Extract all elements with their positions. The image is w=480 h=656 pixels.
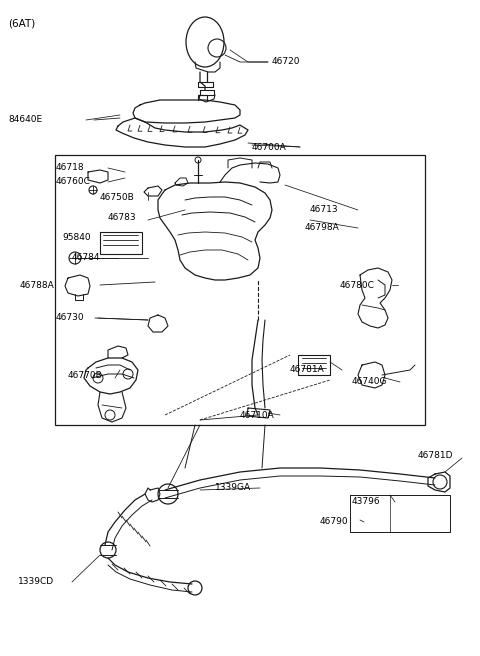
Text: 46720: 46720 <box>272 58 300 66</box>
Text: 1339GA: 1339GA <box>215 483 251 493</box>
Bar <box>100 232 142 254</box>
Text: 46730: 46730 <box>56 314 84 323</box>
Bar <box>298 355 330 375</box>
Text: 46760C: 46760C <box>56 178 91 186</box>
Bar <box>55 155 425 425</box>
Text: 46784: 46784 <box>72 253 100 262</box>
Text: 46780C: 46780C <box>340 281 375 289</box>
Text: 46750B: 46750B <box>100 194 135 203</box>
Text: 46710A: 46710A <box>240 411 275 419</box>
Text: 46770B: 46770B <box>68 371 103 380</box>
Text: 46781A: 46781A <box>290 365 325 375</box>
Text: 46700A: 46700A <box>252 142 287 152</box>
Text: 43796: 43796 <box>352 497 381 506</box>
Text: 46798A: 46798A <box>305 224 340 232</box>
Text: 84640E: 84640E <box>8 115 42 125</box>
Text: 46783: 46783 <box>108 213 137 222</box>
Text: 46781D: 46781D <box>418 451 454 459</box>
Text: 46788A: 46788A <box>20 281 55 289</box>
Text: (6AT): (6AT) <box>8 18 35 28</box>
Text: 46790: 46790 <box>320 518 348 527</box>
Text: 46718: 46718 <box>56 163 84 173</box>
Text: 46713: 46713 <box>310 205 338 215</box>
Text: 46740G: 46740G <box>352 377 387 386</box>
Text: 95840: 95840 <box>62 234 91 243</box>
Text: 1339CD: 1339CD <box>18 577 54 586</box>
